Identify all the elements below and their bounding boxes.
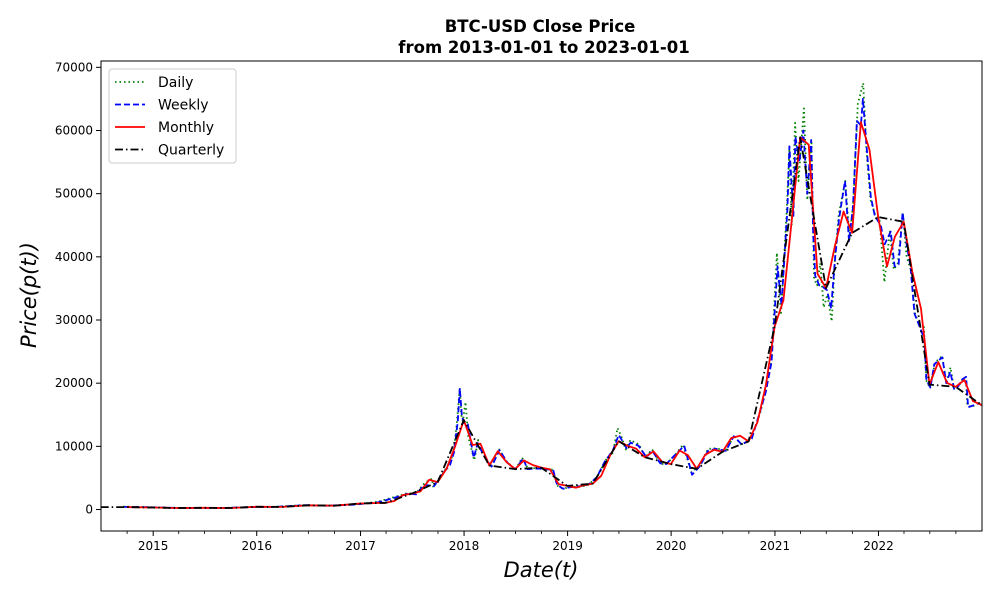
plot-lines [101,82,982,510]
x-tick-label: 2018 [449,539,480,553]
legend-label-daily: Daily [158,75,193,91]
legend-box [108,68,237,164]
y-tick-label: 20000 [55,376,93,390]
legend-label-quarterly: Quarterly [158,143,224,159]
x-axis-ticks: 2015 2016 2017 2018 2019 2020 2021 2022 [126,531,957,553]
series-line-weekly [124,98,982,509]
x-tick-label: 2020 [656,539,687,553]
x-tick-label: 2019 [552,539,583,553]
series-line-quarterly [101,136,982,509]
y-tick-label: 50000 [55,187,93,201]
y-tick-label: 70000 [55,60,93,74]
legend: Daily Weekly Monthly Quarterly [108,68,237,164]
y-tick-label: 30000 [55,313,93,327]
y-axis-label: Price(p(t)) [17,242,41,348]
legend-label-monthly: Monthly [158,120,214,136]
y-tick-label: 10000 [55,439,93,453]
legend-label-weekly: Weekly [158,98,209,114]
y-tick-label: 40000 [55,250,93,264]
x-tick-label: 2017 [345,539,376,553]
chart-subtitle: from 2013-01-01 to 2023-01-01 [398,38,689,57]
series-line-daily [123,82,982,510]
x-tick-label: 2022 [863,539,894,553]
y-tick-label: 0 [85,503,93,517]
x-tick-label: 2015 [138,539,169,553]
y-tick-label: 60000 [55,123,93,137]
y-axis-ticks: 0 10000 20000 30000 40000 50000 60000 70000 [55,60,101,517]
chart-title: BTC-USD Close Price [445,17,636,36]
x-tick-label: 2021 [760,539,791,553]
x-axis-label: Date(t) [504,558,579,582]
x-tick-label: 2016 [241,539,272,553]
